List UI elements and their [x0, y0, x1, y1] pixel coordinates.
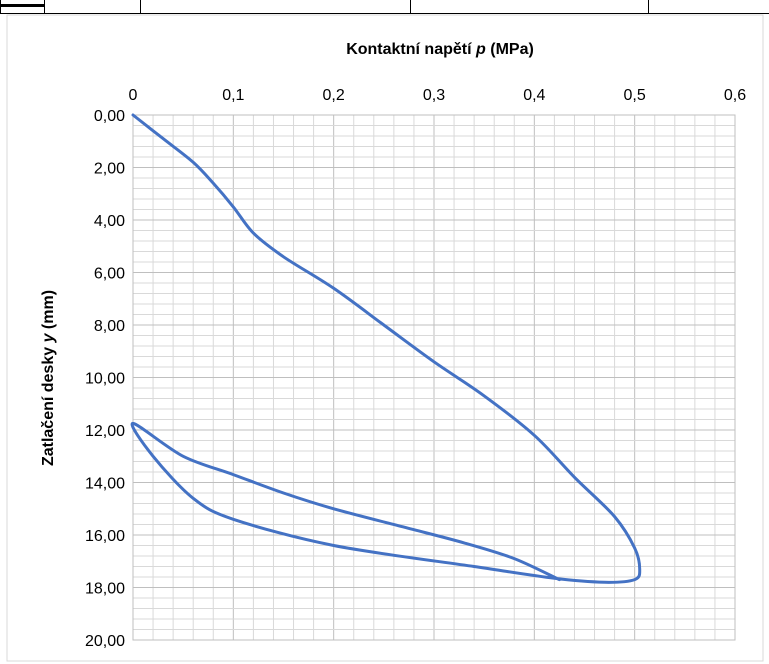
x-tick-label: 0,5 [624, 87, 646, 104]
y-tick-label: 8,00 [94, 318, 125, 335]
plot-area-border [132, 114, 736, 641]
y-tick-label: 10,00 [85, 371, 125, 388]
x-tick-label: 0,6 [724, 87, 746, 104]
y-tick-label: 6,00 [94, 266, 125, 283]
y-tick-label: 0,00 [94, 108, 125, 125]
x-tick-label: 0 [129, 87, 138, 104]
grid [132, 114, 736, 641]
y-tick-label: 14,00 [85, 476, 125, 493]
x-tick-label: 0,2 [323, 87, 345, 104]
x-axis-ticks: 0 0,1 0,2 0,3 0,4 0,5 0,6 [129, 87, 747, 104]
y-axis-ticks: 0,00 2,00 4,00 6,00 8,00 10,00 12,00 14,00 16,00… [85, 108, 125, 650]
y-tick-label: 2,00 [94, 161, 125, 178]
y-tick-label: 12,00 [85, 423, 125, 440]
x-axis-label: Kontaktní napětí p (MPa) [346, 41, 534, 58]
cropped-top-border [0, 0, 769, 14]
x-tick-label: 0,1 [222, 87, 244, 104]
y-tick-label: 20,00 [85, 633, 125, 650]
y-tick-label: 18,00 [85, 581, 125, 598]
y-tick-label: 4,00 [94, 213, 125, 230]
x-tick-label: 0,4 [523, 87, 545, 104]
x-tick-label: 0,3 [423, 87, 445, 104]
y-axis-label: Zatlačení desky y (mm) [40, 290, 57, 466]
y-tick-label: 16,00 [85, 528, 125, 545]
series-line [130, 113, 642, 584]
